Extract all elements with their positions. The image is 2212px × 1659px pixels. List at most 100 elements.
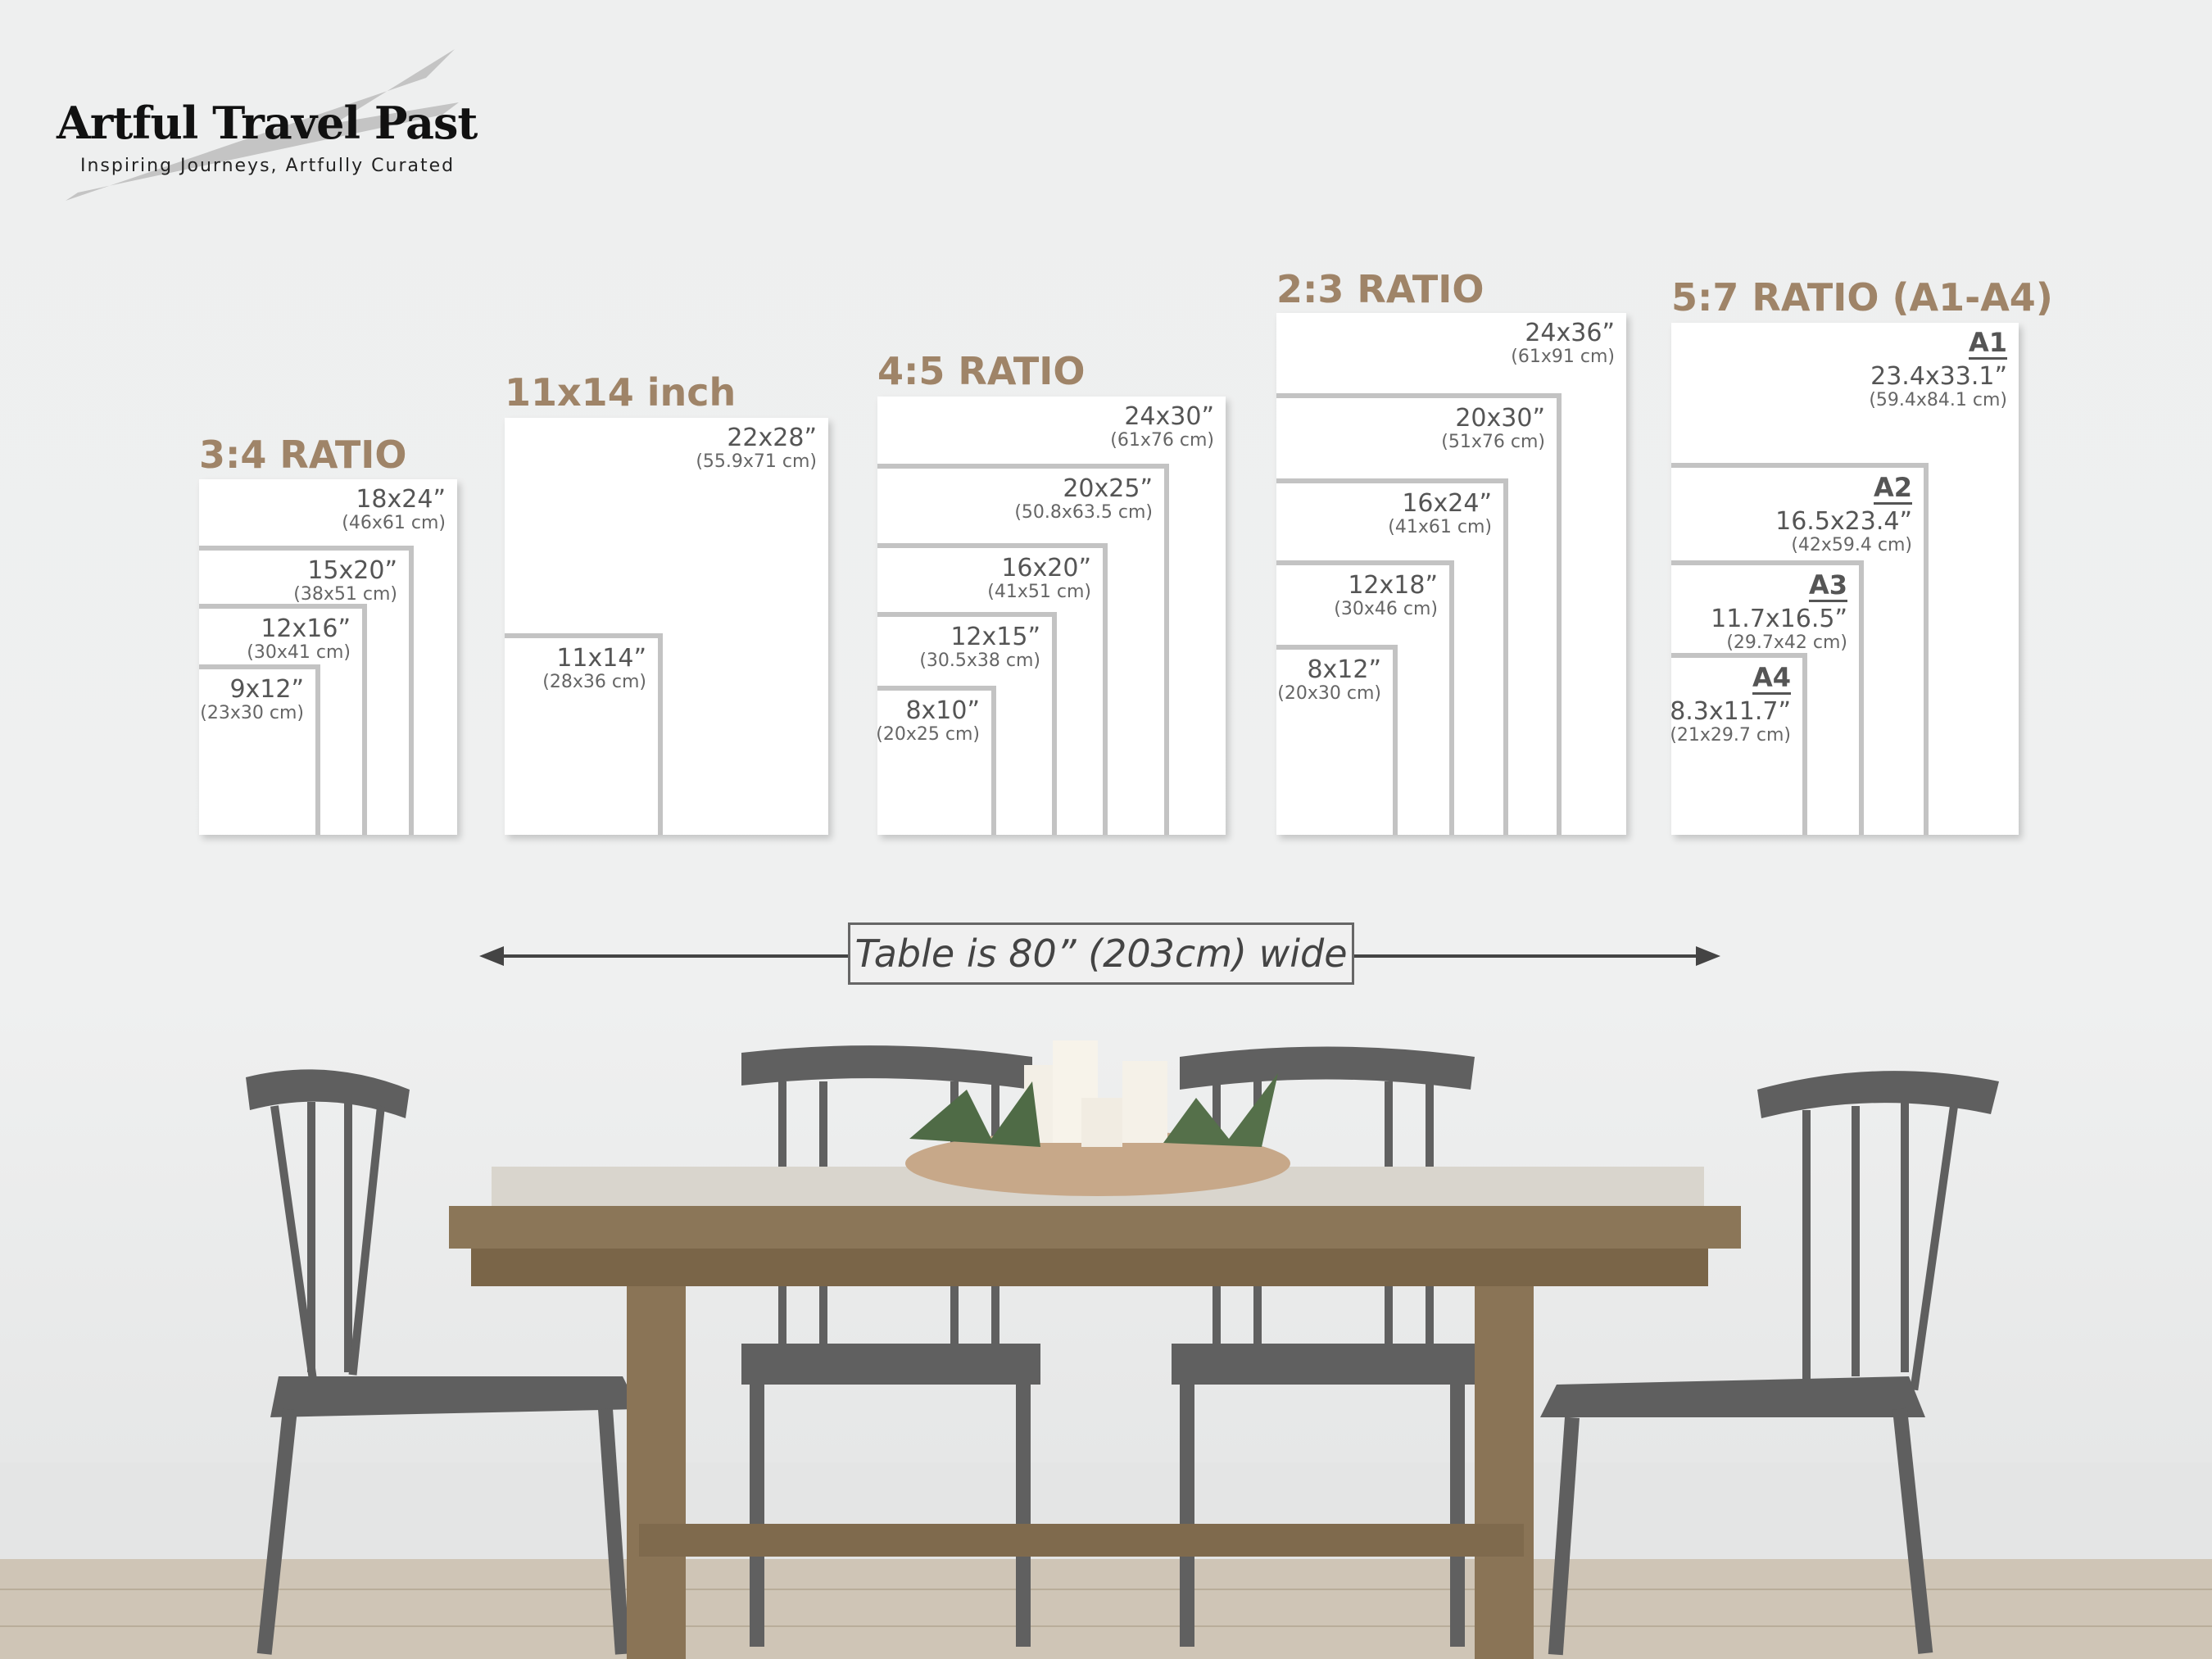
size-label: 22x28” (55.9x71 cm) [696,424,817,472]
size-label: 15x20” (38x51 cm) [293,557,397,605]
width-arrow-right-line [1354,954,1707,958]
size-inches: 16.5x23.4” [1775,506,1912,536]
frame-size-outline: 15x20” (38x51 cm) [199,546,414,835]
size-label: 16x24” (41x61 cm) [1388,490,1492,537]
brush-stroke-logo [66,49,459,201]
brand-tagline: Inspiring Journeys, Artfully Curated [80,156,456,176]
size-inches: 18x24” [356,485,446,514]
size-cm: (51x76 cm) [1441,432,1545,452]
size-cm: (61x91 cm) [1511,347,1615,367]
frame-panel: 22x28” (55.9x71 cm) 11x14” (28x36 cm) [505,418,828,835]
frame-size-outline: 12x16” (30x41 cm) [199,604,367,835]
size-label: 18x24” (46x61 cm) [342,486,446,533]
size-cm: (30.5x38 cm) [919,650,1040,671]
size-label: 20x25” (50.8x63.5 cm) [1014,475,1153,523]
centerpiece [905,1040,1290,1196]
frame-size-outline: 12x18” (30x46 cm) [1276,560,1454,835]
size-cm: (55.9x71 cm) [696,451,817,472]
size-label: 24x36” (61x91 cm) [1511,320,1615,367]
size-label: A3 11.7x16.5” (29.7x42 cm) [1711,569,1847,653]
frame-size-outline: 11x14” (28x36 cm) [505,633,663,835]
frame-panel: 18x24” (46x61 cm) 15x20” (38x51 cm) 12x16” (3… [199,479,457,835]
size-inches: 8x12” [1307,655,1381,684]
size-cm: (30x41 cm) [247,642,351,663]
size-cm: (29.7x42 cm) [1726,632,1847,653]
frame-panel: 24x30” (61x76 cm) 20x25” (50.8x63.5 cm) 16x2… [876,397,1226,835]
size-label: A2 16.5x23.4” (42x59.4 cm) [1775,474,1912,555]
floor-boards [0,1589,2212,1627]
size-cm: (20x25 cm) [876,724,980,745]
size-cm: (50.8x63.5 cm) [1014,502,1153,523]
size-inches: 16x24” [1402,489,1492,518]
frame-panel: 24x36” (61x91 cm) 20x30” (51x76 cm) 16x24” (4… [1276,313,1626,835]
frame-size-outline: 16x24” (41x61 cm) [1276,478,1508,835]
size-label: 12x18” (30x46 cm) [1334,572,1438,619]
frame-size-outline: 20x30” (51x76 cm) [1276,393,1562,835]
size-label: A4 8.3x11.7” (21x29.7 cm) [1670,664,1791,746]
size-label: 12x15” (30.5x38 cm) [919,623,1040,671]
chair-right [1540,1071,1999,1656]
frame-size-outline: 12x15” (30.5x38 cm) [877,612,1057,835]
size-inches: 20x30” [1455,404,1545,433]
size-label: 8x10” (20x25 cm) [876,697,980,745]
frame-size-outline: 8x10” (20x25 cm) [876,686,996,835]
ratio-title: 5:7 RATIO (A1-A4) [1671,275,2053,320]
frame-size-outline: A2 16.5x23.4” (42x59.4 cm) [1671,463,1929,835]
ratio-title: 2:3 RATIO [1276,267,1484,311]
size-inches: 23.4x33.1” [1870,361,2007,391]
size-inches: 24x36” [1525,319,1615,347]
frame-panel: A1 23.4x33.1” (59.4x84.1 cm) A2 16.5x23.4” (4… [1670,323,2019,835]
width-arrow-left-line [492,954,848,958]
size-inches: 9x12” [229,675,304,704]
size-inches: 16x20” [1001,554,1091,582]
ratio-title: 11x14 inch [505,370,737,415]
ratio-title: 4:5 RATIO [877,349,1086,393]
size-label: 16x20” (41x51 cm) [987,555,1091,602]
size-inches: 22x28” [727,424,817,452]
size-cm: (41x51 cm) [987,582,1091,602]
size-cm: (30x46 cm) [1334,599,1438,619]
size-cm: (41x61 cm) [1388,517,1492,537]
size-cm: (46x61 cm) [342,513,446,533]
size-cm: (42x59.4 cm) [1791,534,1912,555]
size-cm: (61x76 cm) [1110,430,1214,451]
size-cm: (20x30 cm) [1277,683,1381,704]
size-inches: 15x20” [307,556,397,585]
size-label: 9x12” (23x30 cm) [200,676,304,723]
size-label: 24x30” (61x76 cm) [1110,403,1214,451]
size-cm: (21x29.7 cm) [1670,724,1791,746]
paper-size-name: A4 [1752,662,1791,695]
size-label: A1 23.4x33.1” (59.4x84.1 cm) [1869,329,2007,410]
arrow-left-icon [479,946,504,966]
size-label: 8x12” (20x30 cm) [1277,656,1381,704]
size-inches: 12x16” [261,614,351,643]
size-inches: 24x30” [1124,402,1214,431]
frame-size-outline: A4 8.3x11.7” (21x29.7 cm) [1670,653,1807,835]
paper-size-name: A3 [1808,569,1847,602]
size-cm: (28x36 cm) [542,672,646,692]
floor [0,1559,2212,1659]
size-label: 12x16” (30x41 cm) [247,615,351,663]
paper-size-name: A2 [1873,472,1912,505]
size-inches: 8.3x11.7” [1670,696,1791,726]
size-inches: 11.7x16.5” [1711,604,1847,633]
size-label: 20x30” (51x76 cm) [1441,405,1545,452]
chair-left [246,1069,639,1655]
arrow-right-icon [1696,946,1720,966]
table-width-note: Table is 80” (203cm) wide [848,922,1354,985]
frame-size-outline: 9x12” (23x30 cm) [199,664,320,835]
size-cm: (59.4x84.1 cm) [1869,389,2007,410]
size-label: 11x14” (28x36 cm) [542,645,646,692]
dining-table [449,1167,1741,1659]
size-inches: 12x15” [950,623,1040,651]
brand-name: Artful Travel Past [57,97,478,149]
paper-size-name: A1 [1968,327,2007,360]
size-inches: 12x18” [1348,571,1438,600]
size-cm: (23x30 cm) [200,703,304,723]
size-inches: 20x25” [1063,474,1153,503]
size-cm: (38x51 cm) [293,584,397,605]
frame-size-outline: A3 11.7x16.5” (29.7x42 cm) [1671,560,1864,835]
frame-size-outline: 16x20” (41x51 cm) [877,543,1108,835]
size-inches: 8x10” [905,696,980,725]
